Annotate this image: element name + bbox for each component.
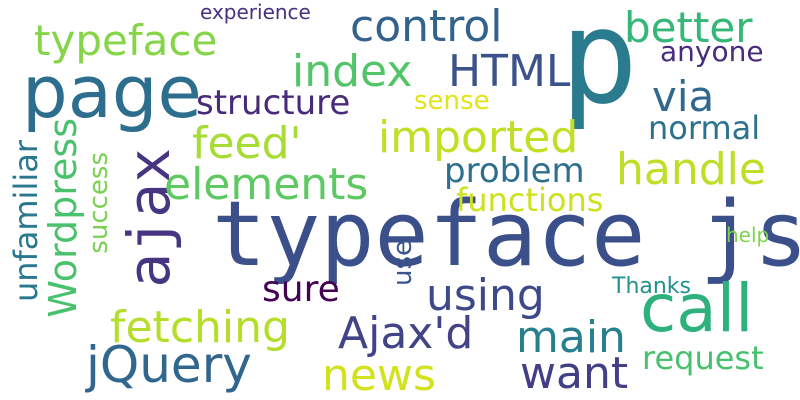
- word-control: control: [350, 1, 503, 52]
- word-via: via: [652, 72, 715, 121]
- word-fetching: fetching: [110, 302, 290, 353]
- word-handle: handle: [616, 144, 766, 195]
- word-elements: elements: [164, 159, 369, 210]
- word-success: success: [84, 152, 114, 254]
- word-wordpress: Wordpress: [41, 118, 85, 318]
- word-main: main: [516, 312, 626, 363]
- word-html: HTML: [448, 46, 571, 97]
- word-sense: sense: [414, 86, 490, 116]
- word-ajaxd: Ajax'd: [338, 308, 474, 359]
- word-normal: normal: [648, 109, 761, 147]
- word-functions: functions: [456, 181, 604, 219]
- word-call: call: [640, 270, 754, 347]
- word-index: index: [292, 46, 413, 97]
- word-jquery: jQuery: [86, 336, 252, 394]
- word-feed: feed': [192, 118, 302, 169]
- word-experience: experience: [200, 0, 311, 24]
- word-better: better: [624, 3, 753, 52]
- word-thanks: Thanks: [612, 274, 692, 299]
- word-want: want: [520, 348, 629, 399]
- word-structure: structure: [196, 83, 351, 123]
- word-use: use: [388, 240, 418, 287]
- word-sure: sure: [262, 269, 340, 310]
- word-problem: problem: [444, 151, 585, 191]
- word-typeface-small: typeface: [34, 16, 218, 65]
- word-unfamiliar: unfamiliar: [7, 140, 45, 303]
- word-typeface-js: typeface js: [212, 182, 800, 287]
- word-news: news: [322, 350, 436, 400]
- word-anyone: anyone: [660, 35, 764, 68]
- word-using: using: [426, 270, 545, 321]
- word-request: request: [642, 339, 764, 377]
- word-help: help: [726, 223, 770, 247]
- word-page: page: [22, 50, 202, 134]
- word-imported: imported: [378, 112, 579, 163]
- word-p: p: [560, 0, 639, 133]
